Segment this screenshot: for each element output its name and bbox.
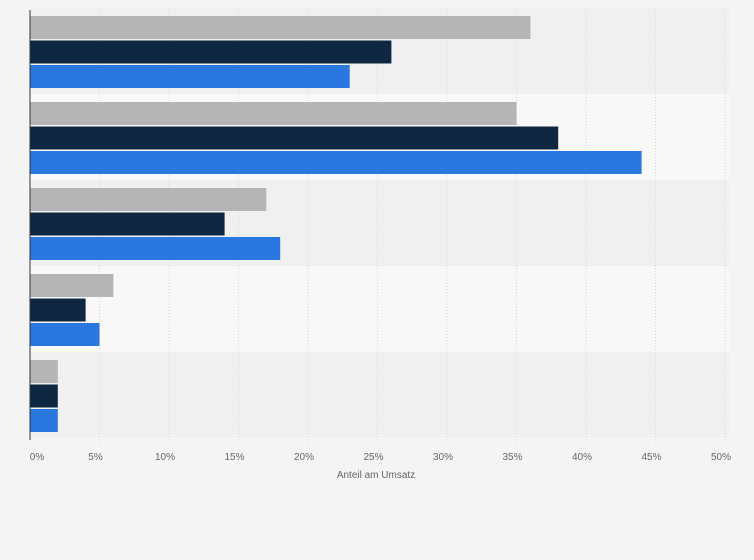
bar[interactable] <box>30 409 58 432</box>
x-tick-label: 30% <box>433 452 453 463</box>
x-tick-label: 15% <box>224 452 244 463</box>
bar[interactable] <box>30 323 100 346</box>
bar[interactable] <box>30 298 86 322</box>
bar[interactable] <box>30 188 267 211</box>
bar[interactable] <box>30 65 350 88</box>
bar[interactable] <box>30 102 517 125</box>
x-tick-labels: 0% 5% 10% 15% 20% 25% 30% 35% 40% 45% 50% <box>30 452 731 463</box>
bar[interactable] <box>30 16 531 39</box>
bar[interactable] <box>30 384 58 408</box>
x-tick-label: 20% <box>294 452 314 463</box>
x-tick-label: 0% <box>30 452 45 463</box>
x-tick-label: 10% <box>155 452 175 463</box>
bar[interactable] <box>30 237 281 260</box>
category-band <box>30 352 729 438</box>
category-band <box>30 266 729 352</box>
bar[interactable] <box>30 126 559 150</box>
bar[interactable] <box>30 212 225 236</box>
x-tick-label: 45% <box>641 452 661 463</box>
bar[interactable] <box>30 360 58 383</box>
x-axis-title: Anteil am Umsatz <box>337 470 415 481</box>
x-tick-label: 50% <box>711 452 731 463</box>
bar[interactable] <box>30 274 114 297</box>
x-tick-label: 35% <box>502 452 522 463</box>
bar[interactable] <box>30 40 392 64</box>
bar[interactable] <box>30 151 642 174</box>
x-tick-label: 5% <box>88 452 103 463</box>
bars-layer <box>30 16 642 432</box>
x-tick-label: 40% <box>572 452 592 463</box>
x-tick-label: 25% <box>363 452 383 463</box>
